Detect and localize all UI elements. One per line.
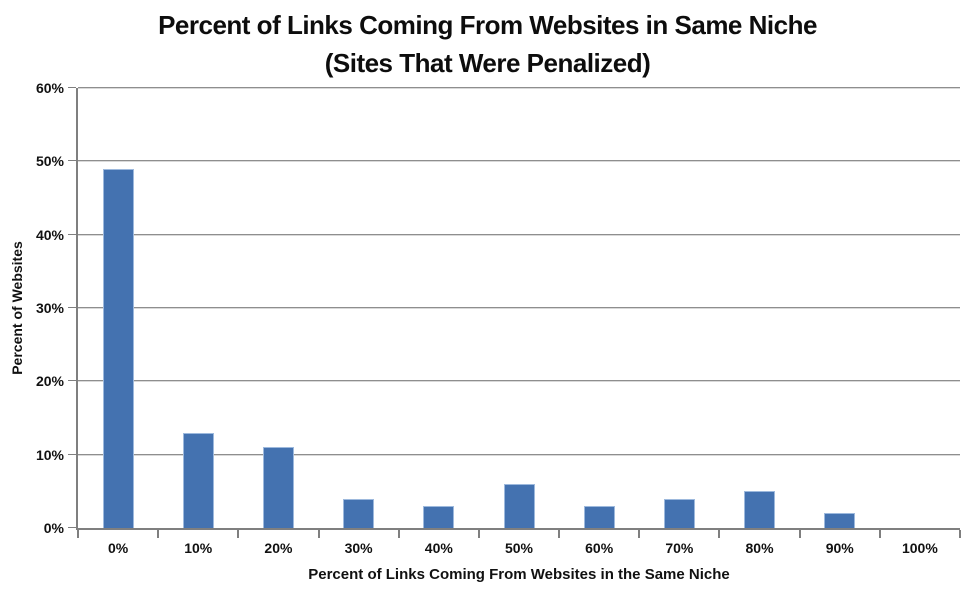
- x-tick-mark: [638, 530, 641, 538]
- x-axis-title: Percent of Links Coming From Websites in…: [308, 566, 730, 583]
- y-tick-mark: [68, 160, 76, 162]
- x-tick-label: 90%: [825, 540, 854, 556]
- y-gridline: [78, 307, 960, 308]
- y-tick-mark: [68, 87, 76, 88]
- y-tick-label: 20%: [35, 373, 64, 390]
- y-tick-mark: [68, 307, 76, 308]
- y-tick-label: 60%: [35, 80, 64, 96]
- x-tick-label: 100%: [901, 540, 938, 556]
- bar: [182, 432, 214, 528]
- x-tick-label: 10%: [184, 540, 213, 556]
- bar: [583, 506, 615, 528]
- x-tick-mark: [157, 530, 160, 538]
- x-tick-mark: [317, 530, 320, 538]
- chart-title-line1: Percent of Links Coming From Websites in…: [158, 10, 817, 40]
- y-tick-mark: [68, 453, 76, 455]
- x-tick-label: 70%: [665, 540, 694, 556]
- y-tick-label: 50%: [35, 153, 64, 170]
- y-gridline: [78, 453, 960, 455]
- bar: [503, 484, 535, 528]
- bar: [262, 447, 294, 528]
- bar: [824, 513, 856, 528]
- x-tick-mark: [718, 530, 721, 538]
- x-tick-label: 20%: [264, 540, 293, 556]
- x-tick-label: 80%: [745, 540, 774, 556]
- chart-title-line2: (Sites That Were Penalized): [324, 48, 651, 78]
- x-tick-mark: [798, 530, 801, 538]
- bar: [423, 506, 455, 528]
- y-tick-label: 0%: [43, 520, 64, 536]
- y-gridline: [78, 160, 960, 162]
- y-tick-label: 10%: [35, 446, 64, 463]
- plot-area: [68, 87, 961, 538]
- y-tick-mark: [68, 233, 76, 235]
- x-tick-label: 0%: [107, 540, 129, 556]
- bar: [744, 491, 776, 528]
- bar: [343, 498, 375, 528]
- y-tick-label: 30%: [35, 300, 64, 316]
- y-gridline: [78, 233, 960, 235]
- x-tick-mark: [397, 530, 400, 538]
- x-tick-mark: [878, 530, 881, 538]
- x-tick-label: 60%: [585, 540, 614, 556]
- x-tick-label: 30%: [344, 540, 373, 556]
- x-tick-mark: [77, 530, 79, 538]
- bar: [663, 498, 695, 528]
- x-tick-mark: [959, 530, 961, 538]
- bar: [102, 168, 134, 528]
- y-tick-mark: [68, 380, 76, 382]
- y-gridline: [78, 87, 960, 88]
- y-gridline: [78, 380, 960, 382]
- x-tick-mark: [237, 530, 240, 538]
- x-tick-mark: [477, 530, 480, 538]
- x-tick-label: 50%: [504, 540, 533, 556]
- y-tick-label: 40%: [35, 226, 64, 243]
- chart-title: Percent of Links Coming From Websites in…: [0, 6, 975, 82]
- x-tick-label: 40%: [424, 540, 453, 556]
- x-tick-mark: [558, 530, 561, 538]
- y-tick-mark: [68, 527, 76, 528]
